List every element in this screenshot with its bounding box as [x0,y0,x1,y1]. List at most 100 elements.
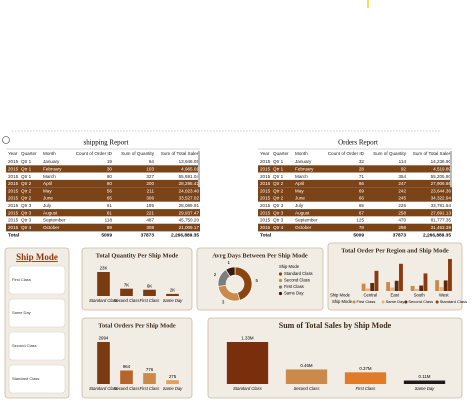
table-cell: June [295,196,305,201]
table-cell: 2015 [260,174,271,179]
table-cell: 4,965.01 [181,166,199,171]
table-cell: 69 [107,225,113,230]
scrollbar[interactable] [198,151,200,187]
data-label: 5 [256,278,259,283]
table-cell: 28,089.91 [179,203,200,208]
table-cell: 2015 [8,218,19,223]
x-tick-label: Second Class [294,386,321,391]
bar [97,342,110,384]
chart-title: Total Orders Per Ship Mode [98,322,176,329]
nav-icon[interactable] [2,136,10,144]
table-title: Orders Report [338,139,378,147]
legend-swatch [278,291,283,296]
table-cell: 34,322.94 [431,196,452,201]
panel [327,242,463,311]
table-cell: 2015 [260,210,271,215]
data-label: 275 [169,374,177,379]
table-cell: Qtr 2 [21,188,32,193]
total-label: Total [8,232,19,238]
table-cell: Qtr 1 [273,166,284,171]
table-cell: 81,777.35 [431,218,452,223]
bar [403,380,446,384]
column-header: Sum of Total Sales [161,151,200,156]
table-cell: April [295,181,304,186]
table-cell: 2015 [260,181,271,186]
table-row [258,179,452,188]
table-cell: Qtr 3 [273,210,284,215]
bar [226,342,269,384]
x-tick-label: First Class [140,298,161,303]
table-cell: 33,527.02 [179,196,200,201]
x-tick-label: Same Day [163,386,183,391]
table-cell: June [43,196,53,201]
table-row [258,201,452,210]
slicer-item: Same Day [12,310,31,315]
table-cell: 27,906.86 [431,181,452,186]
legend-swatch [381,300,385,304]
slicer-button[interactable] [8,364,66,394]
table-cell: October [43,225,60,230]
table-cell: Qtr 3 [273,218,284,223]
data-label: 6K [147,283,152,288]
table-cell: 2015 [8,225,19,230]
bar [443,280,448,291]
table-cell: Qtr 1 [273,174,284,179]
table-cell: Qtr 2 [273,181,284,186]
table-cell: 2015 [8,203,19,208]
legend-label: Same Day [284,291,304,296]
chart-title: Total Quantity Per Ship Mode [96,252,179,259]
table-cell: 258 [398,210,406,215]
table-row [6,158,200,166]
data-label: 3 [222,300,225,305]
x-tick-label: South [414,293,426,298]
column-header: Sum of Quantity [373,151,407,156]
total-cell: 5009 [101,232,112,238]
x-tick-label: Standard Class [89,298,119,303]
table-cell: Qtr 1 [21,159,32,164]
total-cell: 5009 [353,232,364,238]
table-cell: 55,691.04 [179,174,200,179]
chart-title: Avrg Days Between Per Ship Mode [212,252,308,259]
table-cell: 71 [359,174,365,179]
table-cell: 65 [107,196,113,201]
slicer-button[interactable] [8,331,66,361]
table-row [258,216,452,224]
table-cell: 60 [107,181,113,186]
data-label: 2 [214,272,217,277]
table-cell: 66 [359,181,365,186]
table-cell: 14,236.90 [431,159,452,164]
table-cell: 195 [146,203,154,208]
bar [414,289,419,291]
slicer-button[interactable] [8,298,66,328]
data-label: 0.11M [419,374,431,379]
table-cell: 55,205.80 [431,174,452,179]
table-row [6,172,200,180]
table-cell: 221 [146,210,154,215]
x-tick-label: Standard Class [233,386,263,391]
table-cell: 2015 [260,225,271,230]
bar [344,372,387,384]
slicer-button[interactable] [8,265,66,295]
bar [370,283,375,291]
table-cell: 65 [359,203,365,208]
table-row [258,165,452,173]
table-cell: 2015 [8,196,19,201]
table-cell: 61 [107,210,113,215]
bar [439,287,444,291]
x-tick-label: Second Class [114,386,141,391]
table-cell: 2015 [8,166,19,171]
table-cell: 33,781.54 [431,203,452,208]
table-cell: Qtr 3 [21,203,32,208]
bar [361,283,366,291]
table-cell: 45,750.20 [179,218,200,223]
scrollbar[interactable] [450,151,452,187]
table-cell: July [43,203,52,208]
bar [97,272,110,296]
table-cell: 2015 [8,188,19,193]
data-label: 964 [123,364,131,369]
bar [448,259,452,291]
bar [399,263,403,291]
table-cell: 31,453.39 [431,225,452,230]
